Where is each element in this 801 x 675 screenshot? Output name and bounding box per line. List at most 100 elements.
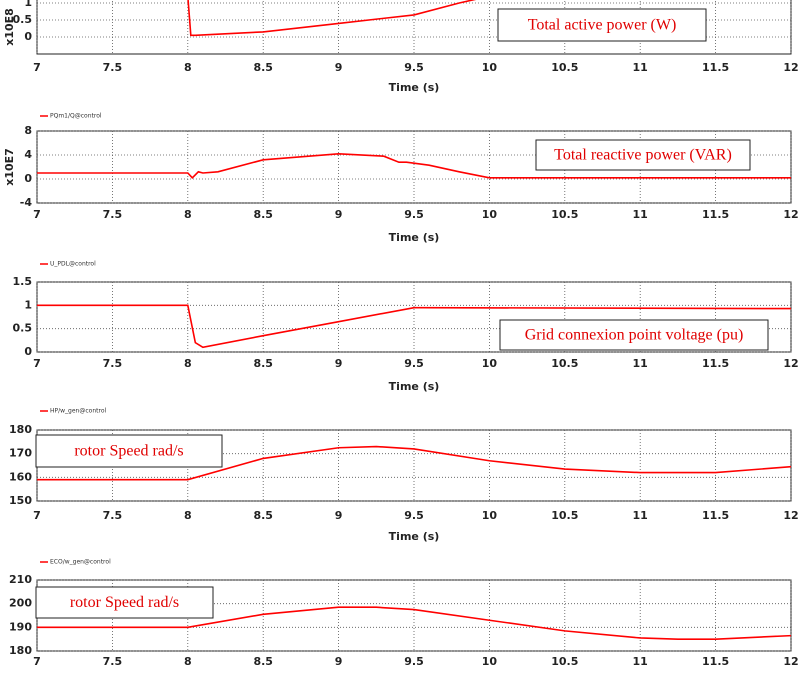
y-tick-label: 1 xyxy=(24,298,32,311)
y-tick-label: 190 xyxy=(9,620,32,633)
annotation: Total active power (W) xyxy=(528,17,677,34)
x-tick-label: 9.5 xyxy=(404,208,424,221)
x-tick-label: 12 xyxy=(783,509,798,522)
x-tick-label: 11 xyxy=(633,208,648,221)
x-tick-label: 9 xyxy=(335,655,343,668)
y-tick-label: 0 xyxy=(24,30,32,43)
x-tick-label: 9.5 xyxy=(404,655,424,668)
data-line xyxy=(187,0,477,37)
x-tick-label: 7 xyxy=(33,509,41,522)
x-tick-label: 7 xyxy=(33,61,41,74)
x-tick-label: 8.5 xyxy=(253,509,273,522)
x-tick-label: 10 xyxy=(482,357,498,370)
annotation-box xyxy=(35,434,223,468)
x-tick-label: 11.5 xyxy=(702,655,729,668)
x-tick-label: 11 xyxy=(633,61,648,74)
annotation: Grid connexion point voltage (pu) xyxy=(525,327,744,344)
x-tick-label: 8 xyxy=(184,509,192,522)
x-tick-label: 11 xyxy=(633,655,648,668)
y-tick-label: 0.5 xyxy=(13,322,33,335)
x-tick-label: 11.5 xyxy=(702,208,729,221)
y-tick-label: 0 xyxy=(24,172,32,185)
annotation: rotor Speed rad/s xyxy=(70,594,179,611)
annotation: Total reactive power (VAR) xyxy=(554,147,732,164)
legend-label: PQm1/Q@control xyxy=(50,113,102,120)
data-line xyxy=(37,606,792,640)
x-tick-label: 8.5 xyxy=(253,208,273,221)
annotation-box xyxy=(535,139,751,171)
x-tick-label: 9.5 xyxy=(404,357,424,370)
x-tick-label: 7 xyxy=(33,208,41,221)
x-tick-label: 8 xyxy=(184,655,192,668)
annotation-box xyxy=(35,586,214,619)
y-tick-label: 170 xyxy=(9,447,32,460)
y-tick-label: 1.5 xyxy=(13,275,33,288)
x-tick-label: 11.5 xyxy=(702,509,729,522)
x-tick-label: 10.5 xyxy=(551,208,578,221)
x-tick-label: 10.5 xyxy=(551,357,578,370)
x-tick-label: 11.5 xyxy=(702,357,729,370)
data-line xyxy=(37,152,791,179)
x-tick-label: 8 xyxy=(184,357,192,370)
x-tick-label: 12 xyxy=(783,208,798,221)
legend-label: ECO/w_gen@control xyxy=(50,559,111,566)
x-tick-label: 7.5 xyxy=(103,357,123,370)
x-tick-label: 9 xyxy=(335,357,343,370)
x-tick-label: 7.5 xyxy=(103,509,123,522)
y-tick-label: 180 xyxy=(9,423,32,436)
data-line xyxy=(37,304,792,349)
x-tick-label: 11 xyxy=(633,509,648,522)
x-tick-label: 10.5 xyxy=(551,509,578,522)
y-tick-label: 0.5 xyxy=(13,13,33,26)
y-tick-label: 150 xyxy=(9,494,32,507)
y-tick-label: 8 xyxy=(24,124,32,137)
x-tick-label: 8.5 xyxy=(253,357,273,370)
y-axis-label: x10E7 xyxy=(3,148,16,186)
x-tick-label: 10 xyxy=(482,208,498,221)
x-axis-label: Time (s) xyxy=(389,81,440,94)
x-tick-label: 12 xyxy=(783,655,798,668)
x-tick-label: 9 xyxy=(335,509,343,522)
y-tick-label: 1 xyxy=(24,0,32,9)
x-axis-label: Time (s) xyxy=(389,530,440,543)
x-tick-label: 8 xyxy=(184,208,192,221)
x-tick-label: 7 xyxy=(33,655,41,668)
x-tick-label: 9.5 xyxy=(404,61,424,74)
x-tick-label: 7 xyxy=(33,357,41,370)
x-tick-label: 9 xyxy=(335,61,343,74)
x-tick-label: 8.5 xyxy=(253,61,273,74)
x-axis-label: Time (s) xyxy=(389,231,440,244)
x-tick-label: 7.5 xyxy=(103,655,123,668)
y-axis-label: x10E8 xyxy=(3,8,16,46)
y-tick-label: 160 xyxy=(9,470,32,483)
x-tick-label: 9 xyxy=(335,208,343,221)
y-tick-label: 4 xyxy=(24,148,32,161)
annotation: rotor Speed rad/s xyxy=(74,443,183,460)
x-tick-label: 11 xyxy=(633,357,648,370)
x-tick-label: 10 xyxy=(482,61,498,74)
annotation-box xyxy=(499,319,769,351)
x-tick-label: 10 xyxy=(482,655,498,668)
legend-label: HP/w_gen@control xyxy=(50,408,106,415)
x-tick-label: 10.5 xyxy=(551,61,578,74)
x-tick-label: 10 xyxy=(482,509,498,522)
data-line xyxy=(37,445,792,481)
x-tick-label: 8.5 xyxy=(253,655,273,668)
y-tick-label: 180 xyxy=(9,644,32,657)
annotation-box xyxy=(497,8,707,42)
x-tick-label: 8 xyxy=(184,61,192,74)
x-axis-label: Time (s) xyxy=(389,380,440,393)
y-tick-label: -4 xyxy=(20,196,33,209)
x-tick-label: 7.5 xyxy=(103,61,123,74)
x-tick-label: 11.5 xyxy=(702,61,729,74)
legend-label: U_PDL@control xyxy=(50,261,96,268)
x-tick-label: 9.5 xyxy=(404,509,424,522)
x-tick-label: 10.5 xyxy=(551,655,578,668)
y-tick-label: 200 xyxy=(9,597,32,610)
x-tick-label: 7.5 xyxy=(103,208,123,221)
x-tick-label: 12 xyxy=(783,61,798,74)
y-tick-label: 0 xyxy=(24,345,32,358)
x-tick-label: 12 xyxy=(783,357,798,370)
y-tick-label: 210 xyxy=(9,573,32,586)
